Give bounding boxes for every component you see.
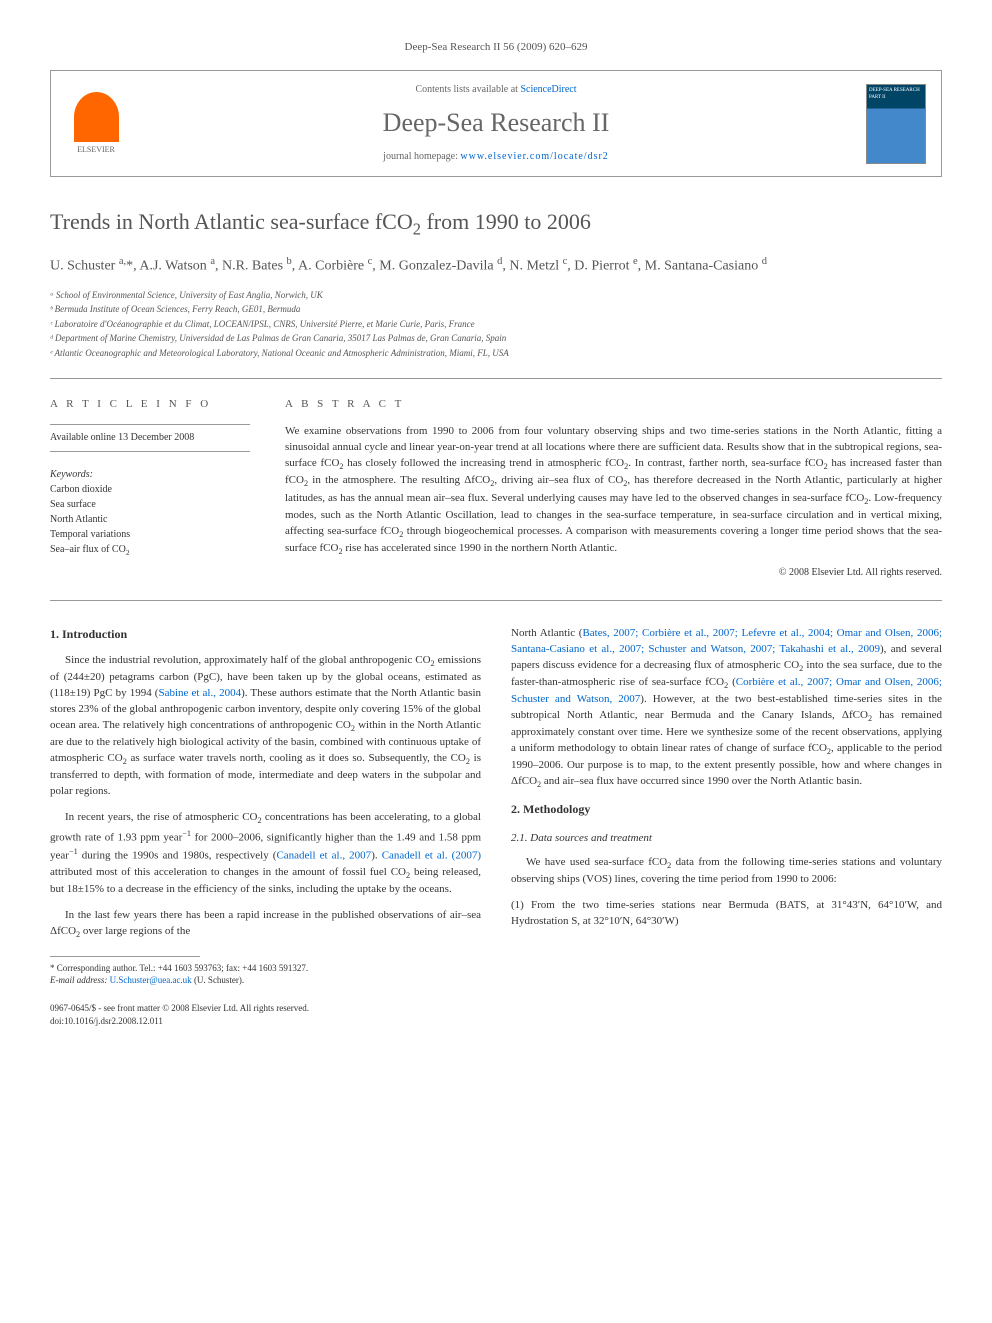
article-info-column: A R T I C L E I N F O Available online 1… — [50, 397, 250, 580]
divider-bottom — [50, 600, 942, 601]
affiliation-c: ᶜ Laboratoire d'Océanographie et du Clim… — [50, 318, 942, 332]
methodology-heading: 2. Methodology — [511, 801, 942, 818]
email-label: E-mail address: — [50, 975, 110, 985]
sciencedirect-link[interactable]: ScienceDirect — [520, 84, 576, 95]
journal-header-box: ELSEVIER Contents lists available at Sci… — [50, 70, 942, 176]
elsevier-logo: ELSEVIER — [66, 89, 126, 159]
available-online: Available online 13 December 2008 — [50, 424, 250, 445]
email-line: E-mail address: U.Schuster@uea.ac.uk (U.… — [50, 974, 481, 987]
authors-list: U. Schuster a,*, A.J. Watson a, N.R. Bat… — [50, 255, 942, 276]
intro-continuation: North Atlantic (Bates, 2007; Corbière et… — [511, 626, 942, 791]
abstract-column: A B S T R A C T We examine observations … — [285, 397, 942, 580]
intro-paragraph-3: In the last few years there has been a r… — [50, 908, 481, 941]
elsevier-tree-icon — [74, 92, 119, 142]
corresponding-author-footnote: * Corresponding author. Tel.: +44 1603 5… — [50, 962, 481, 987]
doi-line: doi:10.1016/j.dsr2.2008.12.011 — [50, 1015, 481, 1028]
abstract-label: A B S T R A C T — [285, 397, 942, 412]
corr-author-line: * Corresponding author. Tel.: +44 1603 5… — [50, 962, 481, 975]
article-title: Trends in North Atlantic sea-surface fCO… — [50, 207, 942, 240]
column-right: North Atlantic (Bates, 2007; Corbière et… — [511, 626, 942, 1027]
method-list-item-1: (1) From the two time-series stations ne… — [511, 898, 942, 930]
homepage-link[interactable]: www.elsevier.com/locate/dsr2 — [460, 151, 608, 162]
keywords-label: Keywords: — [50, 468, 250, 482]
journal-reference: Deep-Sea Research II 56 (2009) 620–629 — [50, 40, 942, 55]
info-abstract-row: A R T I C L E I N F O Available online 1… — [50, 397, 942, 580]
homepage-line: journal homepage: www.elsevier.com/locat… — [126, 150, 866, 164]
affiliation-d: ᵈ Department of Marine Chemistry, Univer… — [50, 332, 942, 346]
divider-top — [50, 378, 942, 379]
intro-paragraph-1: Since the industrial revolution, approxi… — [50, 653, 481, 800]
abstract-copyright: © 2008 Elsevier Ltd. All rights reserved… — [285, 566, 942, 580]
footer-info: 0967-0645/$ - see front matter © 2008 El… — [50, 1002, 481, 1027]
affiliation-b: ᵇ Bermuda Institute of Ocean Sciences, F… — [50, 303, 942, 317]
method-paragraph-1: We have used sea-surface fCO2 data from … — [511, 855, 942, 888]
affiliations: ᵃ School of Environmental Science, Unive… — [50, 289, 942, 361]
article-info-label: A R T I C L E I N F O — [50, 397, 250, 412]
header-center: Contents lists available at ScienceDirec… — [126, 83, 866, 163]
intro-paragraph-2: In recent years, the rise of atmospheric… — [50, 810, 481, 897]
email-suffix: (U. Schuster). — [192, 975, 245, 985]
contents-prefix: Contents lists available at — [415, 84, 520, 95]
affiliation-e: ᵉ Atlantic Oceanographic and Meteorologi… — [50, 347, 942, 361]
abstract-text: We examine observations from 1990 to 200… — [285, 424, 942, 558]
keywords-block: Keywords: Carbon dioxideSea surfaceNorth… — [50, 451, 250, 558]
keywords-list: Carbon dioxideSea surfaceNorth AtlanticT… — [50, 482, 250, 558]
affiliation-a: ᵃ School of Environmental Science, Unive… — [50, 289, 942, 303]
column-left: 1. Introduction Since the industrial rev… — [50, 626, 481, 1027]
body-two-column: 1. Introduction Since the industrial rev… — [50, 626, 942, 1027]
methodology-subheading: 2.1. Data sources and treatment — [511, 831, 942, 847]
journal-cover-thumbnail: DEEP-SEA RESEARCH PART II — [866, 84, 926, 164]
introduction-heading: 1. Introduction — [50, 626, 481, 643]
email-link[interactable]: U.Schuster@uea.ac.uk — [110, 975, 192, 985]
issn-line: 0967-0645/$ - see front matter © 2008 El… — [50, 1002, 481, 1015]
footnote-separator — [50, 956, 200, 957]
contents-line: Contents lists available at ScienceDirec… — [126, 83, 866, 97]
journal-title: Deep-Sea Research II — [126, 105, 866, 141]
elsevier-label: ELSEVIER — [77, 144, 115, 155]
homepage-prefix: journal homepage: — [383, 151, 460, 162]
